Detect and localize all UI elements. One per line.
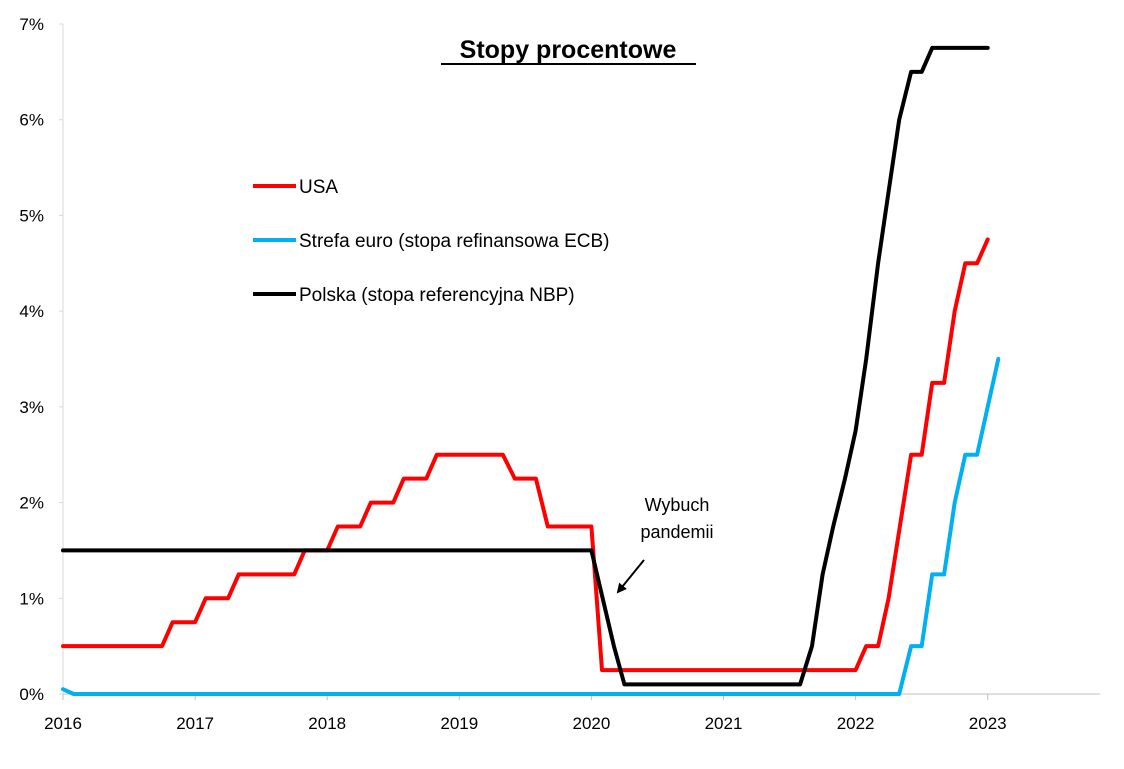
- y-tick-label: 6%: [19, 111, 44, 130]
- series-line-usa: [61, 237, 990, 673]
- y-tick-label: 4%: [19, 302, 44, 321]
- y-tick-label: 1%: [19, 589, 44, 608]
- x-tick-label: 2017: [176, 714, 214, 733]
- pandemic-annotation: Wybuch pandemii: [616, 495, 714, 594]
- x-tick-label: 2021: [705, 714, 743, 733]
- x-tick-label: 2022: [837, 714, 875, 733]
- x-tick-label: 2020: [572, 714, 610, 733]
- legend-label-poland: Polska (stopa referencyjna NBP): [299, 285, 575, 306]
- x-tick-label: 2023: [969, 714, 1007, 733]
- series-layer: [61, 45, 1001, 696]
- legend-label-eurozone: Strefa euro (stopa refinansowa ECB): [299, 231, 610, 252]
- y-tick-label: 0%: [19, 685, 44, 704]
- x-tick-label: 2016: [44, 714, 82, 733]
- legend-label-usa: USA: [299, 177, 338, 198]
- y-tick-label: 5%: [19, 206, 44, 225]
- axes: 0% 1% 2% 3% 4% 5% 6% 7% 2016 2017 2018 2019 2020 2021…: [19, 15, 1100, 733]
- x-tick-label: 2018: [308, 714, 346, 733]
- y-tick-label: 2%: [19, 494, 44, 513]
- annotation-line-2: pandemii: [640, 522, 713, 542]
- series-line-poland: [61, 45, 990, 687]
- x-tick-label: 2019: [440, 714, 478, 733]
- annotation-arrow: [616, 559, 645, 594]
- legend: USA Strefa euro (stopa refinansowa ECB) …: [253, 177, 610, 306]
- y-tick-label: 7%: [19, 15, 44, 34]
- annotation-line-1: Wybuch: [645, 495, 710, 515]
- chart-title: Stopy procentowe: [460, 36, 677, 64]
- series-line-eurozone: [61, 357, 1001, 696]
- y-tick-label: 3%: [19, 398, 44, 417]
